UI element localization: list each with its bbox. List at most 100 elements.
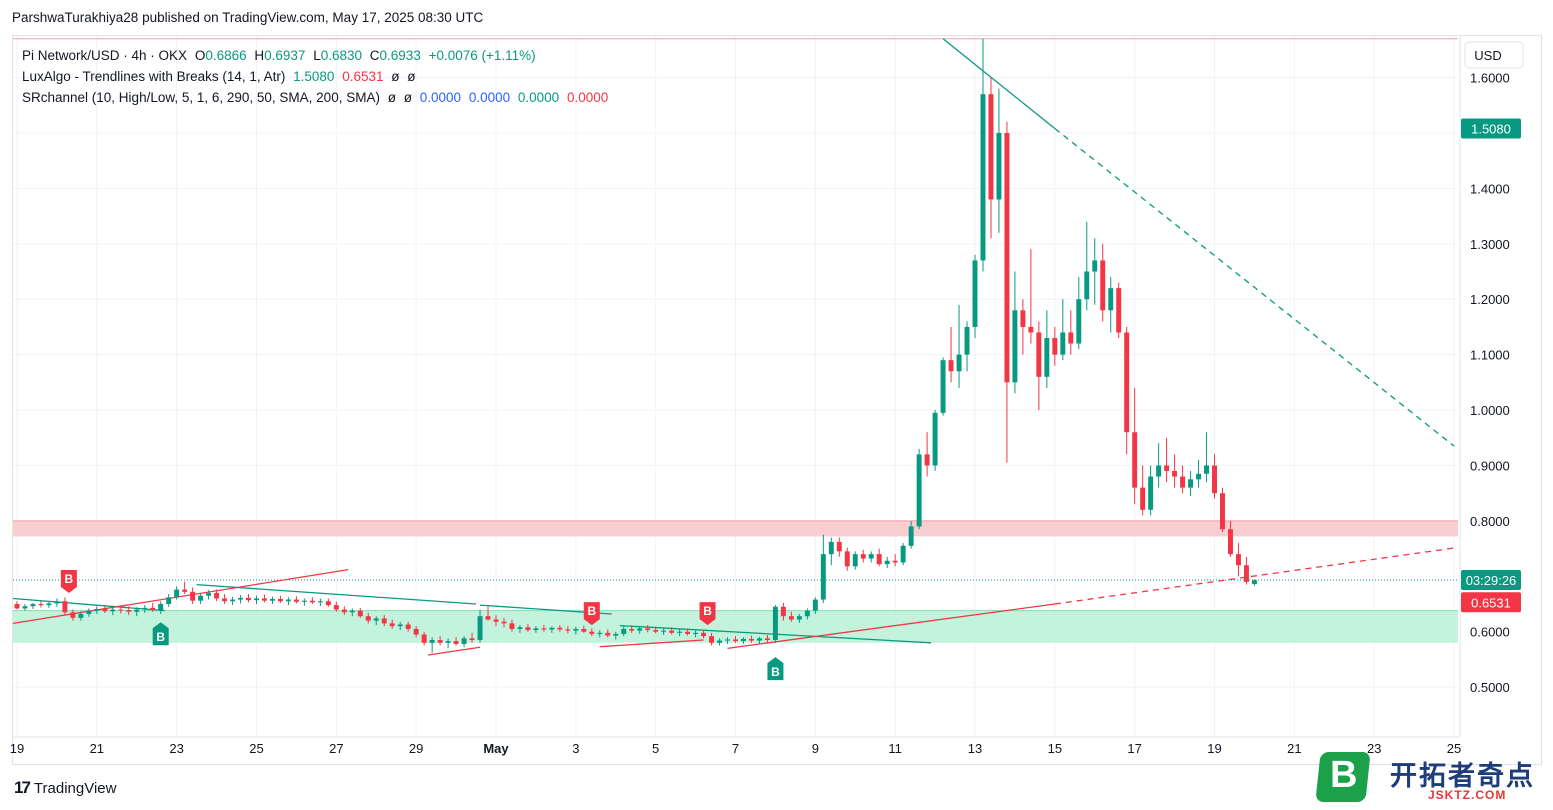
candle-body bbox=[1204, 465, 1209, 474]
candle-body bbox=[653, 630, 659, 632]
candle-body bbox=[868, 554, 874, 559]
price-label-box bbox=[1461, 570, 1521, 591]
candle-body bbox=[222, 598, 228, 602]
high-label: H bbox=[254, 48, 265, 63]
price-tick-label: 0.5000 bbox=[1470, 680, 1510, 695]
signal-label: B bbox=[771, 665, 780, 679]
indicator-name-luxalgo: LuxAlgo - Trendlines with Breaks (14, 1,… bbox=[22, 69, 286, 84]
candle-body bbox=[1012, 310, 1018, 383]
signals: B B B B B bbox=[60, 570, 784, 681]
candle-body bbox=[1076, 299, 1082, 344]
legend-symbol-row[interactable]: Pi Network/USD · 4h · OKX O0.6866 H0.693… bbox=[22, 45, 612, 66]
srchannel-value-3: 0.0000 bbox=[517, 90, 560, 105]
candle-body bbox=[717, 640, 723, 643]
time-tick-label: 15 bbox=[1048, 741, 1062, 756]
trendline bbox=[428, 646, 481, 656]
candle-body bbox=[46, 603, 52, 606]
candle-body bbox=[924, 454, 930, 466]
candle-body bbox=[1196, 473, 1202, 480]
candle-body bbox=[741, 638, 746, 642]
candle-body bbox=[94, 608, 100, 611]
candle-body bbox=[916, 454, 922, 527]
candle-body bbox=[685, 631, 691, 634]
open-label: O bbox=[194, 48, 206, 63]
candle-body bbox=[1132, 432, 1138, 488]
signal-label: B bbox=[587, 604, 596, 618]
candle-body bbox=[701, 632, 707, 637]
candle-body bbox=[182, 589, 188, 592]
price-tick-label: 1.6000 bbox=[1470, 71, 1510, 86]
legend: Pi Network/USD · 4h · OKX O0.6866 H0.693… bbox=[22, 45, 612, 108]
chart-frame[interactable] bbox=[12, 35, 1542, 765]
candle-body bbox=[549, 627, 555, 630]
time-tick-label: 7 bbox=[732, 741, 739, 756]
candle-body bbox=[661, 630, 667, 632]
candle-body bbox=[780, 606, 786, 617]
candle-body bbox=[804, 610, 810, 617]
srchannel-value-1: 0.0000 bbox=[419, 90, 462, 105]
candle-body bbox=[996, 132, 1002, 200]
candle-body bbox=[693, 632, 699, 634]
candle-body bbox=[1004, 132, 1010, 383]
legend-indicator-luxalgo[interactable]: LuxAlgo - Trendlines with Breaks (14, 1,… bbox=[22, 66, 612, 87]
price-tick-label: 0.8000 bbox=[1470, 514, 1510, 529]
candle-body bbox=[1156, 465, 1162, 477]
candle-body bbox=[1180, 476, 1186, 488]
price-label-box bbox=[1461, 592, 1521, 613]
candle-body bbox=[621, 628, 627, 634]
legend-indicator-srchannel[interactable]: SRchannel (10, High/Low, 5, 1, 6, 290, 5… bbox=[22, 87, 612, 108]
candle-body bbox=[22, 606, 28, 609]
open-value: 0.6866 bbox=[205, 48, 247, 63]
indicator-name-srchannel: SRchannel (10, High/Low, 5, 1, 6, 290, 5… bbox=[22, 90, 380, 105]
candle-body bbox=[277, 599, 283, 602]
candle-body bbox=[30, 604, 36, 607]
price-tick-label: 1.0000 bbox=[1470, 403, 1510, 418]
candle-body bbox=[525, 627, 531, 631]
candle-body bbox=[445, 641, 451, 643]
candle-body bbox=[453, 641, 459, 644]
candle-body bbox=[629, 628, 635, 631]
footer[interactable]: 17 TradingView bbox=[14, 778, 116, 798]
candle-body bbox=[581, 628, 587, 632]
time-tick-label: 19 bbox=[10, 741, 24, 756]
signal-badge bbox=[583, 602, 600, 626]
candle-body bbox=[1188, 479, 1194, 488]
price-label-text: 1.5080 bbox=[1471, 122, 1511, 137]
srchannel-empty-1: ø bbox=[387, 90, 396, 105]
candle-body bbox=[1251, 580, 1257, 585]
candle-body bbox=[852, 554, 858, 567]
candles bbox=[14, 38, 1257, 653]
candle-body bbox=[1148, 476, 1154, 510]
signal-marker: B bbox=[152, 622, 169, 646]
time-tick-label: 23 bbox=[1367, 741, 1381, 756]
candle-body bbox=[517, 627, 523, 629]
time-tick-label: 3 bbox=[572, 741, 579, 756]
candle-body bbox=[397, 624, 403, 627]
trendline bbox=[727, 603, 1055, 649]
candle-body bbox=[788, 616, 794, 620]
candle-body bbox=[230, 599, 236, 602]
candle-body bbox=[1243, 565, 1249, 582]
currency-button[interactable] bbox=[1464, 41, 1524, 69]
close-label: C bbox=[369, 48, 380, 63]
candle-body bbox=[174, 589, 180, 598]
srchannel-value-4: 0.0000 bbox=[566, 90, 609, 105]
candle-body bbox=[70, 612, 76, 618]
candle-body bbox=[725, 639, 730, 641]
candle-body bbox=[1036, 332, 1042, 377]
signal-badge bbox=[767, 657, 784, 681]
publisher-line: ParshwaTurakhiya28 published on TradingV… bbox=[12, 10, 484, 25]
candle-body bbox=[541, 628, 547, 630]
price-label-text: 0.6531 bbox=[1471, 595, 1511, 610]
currency-label: USD bbox=[1474, 48, 1501, 63]
candle-body bbox=[932, 412, 938, 466]
candle-body bbox=[301, 600, 307, 602]
candle-body bbox=[597, 632, 603, 634]
candle-body bbox=[285, 599, 291, 602]
candle-body bbox=[1068, 332, 1074, 344]
time-tick-label: May bbox=[483, 741, 509, 756]
time-tick-label: 17 bbox=[1127, 741, 1141, 756]
tradingview-brand: TradingView bbox=[33, 779, 117, 797]
candle-body bbox=[964, 326, 970, 355]
